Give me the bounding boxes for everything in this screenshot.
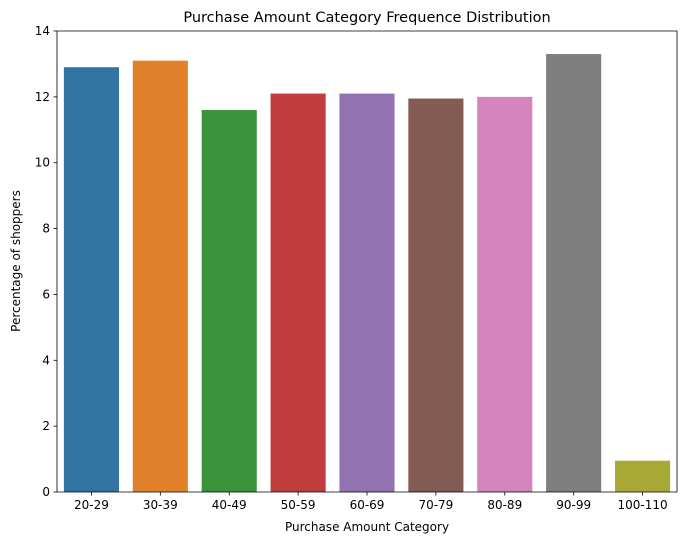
y-tick-label: 12 [35,90,50,104]
bar-70-79 [408,98,464,492]
x-tick-label: 30-39 [143,498,178,512]
y-tick-label: 4 [42,353,50,367]
y-tick-label: 10 [35,156,50,170]
bar-80-89 [477,96,533,493]
bar-40-49 [201,110,257,492]
y-tick-label: 2 [42,419,50,433]
x-tick-label: 40-49 [212,498,247,512]
bar-50-59 [270,93,326,492]
bar-20-29 [63,67,119,492]
bar-60-69 [339,93,395,492]
y-tick-label: 0 [42,485,50,499]
x-tick-label: 90-99 [556,498,591,512]
bar-90-99 [546,54,602,493]
plot-frame [56,30,678,493]
x-tick-label: 80-89 [487,498,522,512]
bar-30-39 [132,60,188,492]
x-tick-label: 70-79 [418,498,453,512]
x-tick-label: 50-59 [281,498,316,512]
y-tick-label: 6 [42,287,50,301]
x-tick-label: 100-110 [617,498,667,512]
ticks-layer: 20-29 30-39 40-49 50-59 60-69 70-79 80-89 90-99… [35,24,668,512]
y-tick-label: 8 [42,222,50,236]
x-tick-label: 60-69 [350,498,385,512]
bar-100-110 [615,460,671,492]
x-axis-label: Purchase Amount Category [285,520,449,534]
y-axis-label: Percentage of shoppers [9,190,23,332]
bars-layer [63,54,671,493]
chart-title: Purchase Amount Category Frequence Distr… [183,10,550,26]
x-tick-label: 20-29 [74,498,109,512]
y-tick-label: 14 [35,24,50,38]
